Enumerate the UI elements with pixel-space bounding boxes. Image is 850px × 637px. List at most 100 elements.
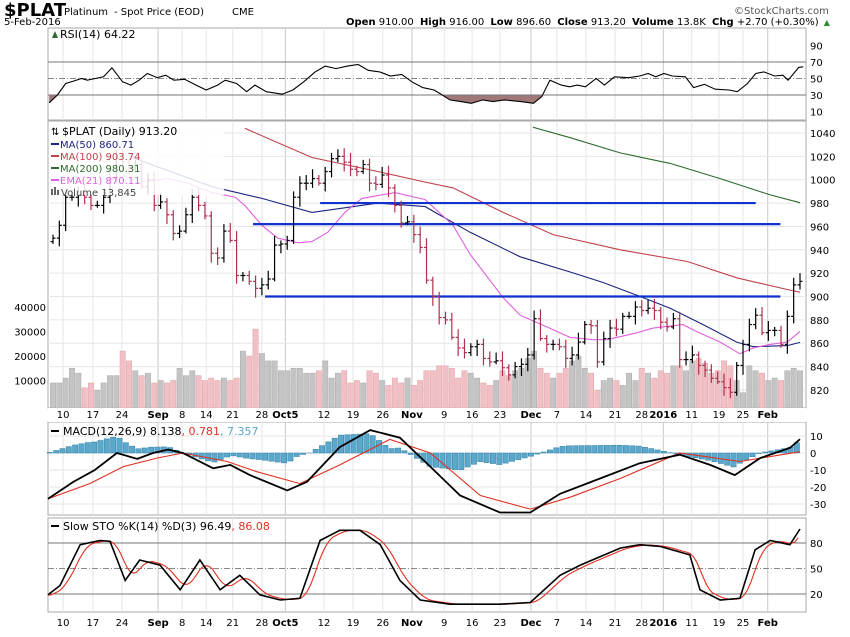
macd-histogram-bar bbox=[110, 437, 115, 453]
volume-bar bbox=[652, 378, 657, 408]
date-axis-label: Feb bbox=[758, 618, 778, 629]
macd-histogram-bar bbox=[497, 453, 502, 465]
volume-bar bbox=[335, 373, 340, 408]
macd-histogram-bar bbox=[351, 434, 356, 453]
date-axis-label: 21 bbox=[226, 410, 239, 421]
volume-bar bbox=[177, 368, 182, 408]
volume-bar bbox=[557, 373, 562, 408]
volume-bar bbox=[474, 378, 479, 408]
volume-bar bbox=[202, 381, 207, 409]
macd-histogram-bar bbox=[98, 440, 103, 453]
volume-bar bbox=[607, 378, 612, 408]
price-axis-label: 820 bbox=[810, 386, 829, 397]
date-axis-label: 19 bbox=[713, 618, 726, 629]
date-axis-label: 11 bbox=[685, 618, 698, 629]
macd-histogram-bar bbox=[281, 453, 286, 463]
copyright[interactable]: ©StockCharts.com bbox=[734, 6, 829, 17]
macd-histogram-bar bbox=[338, 435, 343, 453]
date-axis-label: 17 bbox=[87, 618, 100, 629]
macd-histogram-bar bbox=[649, 449, 654, 453]
volume-bar bbox=[550, 378, 555, 408]
macd-histogram-bar bbox=[490, 453, 495, 464]
macd-histogram-bar bbox=[402, 451, 407, 453]
volume-bar bbox=[740, 393, 745, 408]
high-label: High bbox=[420, 17, 446, 28]
volume-label: Volume bbox=[632, 17, 674, 28]
macd-histogram-bar bbox=[319, 446, 324, 453]
volume-bar bbox=[443, 366, 448, 408]
date-axis-label: 16 bbox=[466, 618, 479, 629]
date-axis-label: 28 bbox=[635, 618, 648, 629]
svg-text:MACD(12,26,9) 8.138, 0.781, 7.: MACD(12,26,9) 8.138, 0.781, 7.357 bbox=[63, 425, 259, 438]
volume-bar bbox=[253, 329, 258, 408]
macd-histogram-bar bbox=[123, 443, 128, 453]
volume-bar bbox=[82, 388, 87, 408]
volume-bar bbox=[69, 368, 74, 408]
date-axis-label: Sep bbox=[148, 618, 169, 629]
volume-bar bbox=[101, 383, 106, 408]
macd-histogram-bar bbox=[516, 453, 521, 460]
volume-bar bbox=[310, 373, 315, 408]
macd-legend: MACD(12,26,9) 8.138, 0.781, 7.357 bbox=[51, 425, 259, 438]
macd-axis-label: -10 bbox=[810, 466, 826, 477]
macd-histogram-bar bbox=[85, 443, 90, 453]
macd-histogram-bar bbox=[408, 453, 413, 455]
rsi-legend-text: RSI(14) 64.22 bbox=[60, 28, 135, 41]
macd-histogram-bar bbox=[262, 453, 267, 460]
date-axis-label: Oct5 bbox=[272, 410, 298, 421]
volume-bar bbox=[240, 351, 245, 408]
volume-bar bbox=[538, 368, 543, 408]
volume-bar bbox=[487, 385, 492, 408]
volume-bar bbox=[228, 381, 233, 409]
date-axis-label: 28 bbox=[256, 410, 269, 421]
volume-bar bbox=[304, 373, 309, 408]
volume-bar bbox=[171, 381, 176, 409]
macd-histogram-bar bbox=[744, 453, 749, 460]
volume-bar bbox=[418, 381, 423, 409]
volume-bar bbox=[778, 381, 783, 409]
date-axis-label: 21 bbox=[226, 618, 239, 629]
volume-bar bbox=[126, 361, 131, 408]
macd-histogram-bar bbox=[136, 449, 141, 453]
macd-legend-text: MACD(12,26,9) 8.138 bbox=[63, 425, 182, 438]
volume-bar bbox=[677, 366, 682, 408]
chart-date: 5-Feb-2016 bbox=[4, 17, 61, 28]
volume-bar bbox=[209, 378, 214, 408]
macd-histogram-bar bbox=[465, 453, 470, 467]
rsi-axis-label: 30 bbox=[810, 91, 823, 102]
volume-bar bbox=[645, 373, 650, 408]
date-axis-label: 21 bbox=[609, 618, 622, 629]
volume-bar bbox=[297, 368, 302, 408]
macd-histogram-bar bbox=[585, 446, 590, 453]
volume-bar bbox=[342, 371, 347, 408]
ma100-legend: MA(100) 903.74 bbox=[60, 152, 141, 163]
ma50-legend: MA(50) 860.71 bbox=[60, 140, 134, 151]
macd-histogram-bar bbox=[275, 453, 280, 462]
macd-histogram-bar bbox=[566, 446, 571, 453]
volume-bar bbox=[753, 371, 758, 408]
volume-bar bbox=[544, 373, 549, 408]
volume-bar bbox=[500, 371, 505, 408]
macd-histogram-bar bbox=[288, 453, 293, 461]
macd-histogram-bar bbox=[541, 452, 546, 453]
date-axis-label: 26 bbox=[376, 410, 389, 421]
date-axis-label: 19 bbox=[713, 410, 726, 421]
macd-histogram-bar bbox=[79, 444, 84, 453]
close-value: 913.20 bbox=[591, 17, 626, 28]
price-axis-label: 840 bbox=[810, 363, 829, 374]
volume-bar bbox=[215, 381, 220, 409]
rsi-axis-label: 90 bbox=[810, 42, 823, 53]
price-axis-label: 940 bbox=[810, 246, 829, 257]
volume-bar bbox=[114, 376, 119, 408]
volume-bar bbox=[272, 361, 277, 408]
volume-bar bbox=[791, 368, 796, 408]
volume-bar bbox=[481, 383, 486, 408]
macd-histogram-bar bbox=[617, 445, 622, 453]
volume-bar bbox=[88, 383, 93, 408]
macd-histogram-bar bbox=[91, 442, 96, 453]
date-axis-label: 9 bbox=[441, 618, 447, 629]
volume-value: 13.8K bbox=[677, 17, 706, 28]
volume-bar bbox=[569, 361, 574, 408]
date-axis-label: Oct5 bbox=[272, 618, 298, 629]
date-axis-label: 8 bbox=[179, 410, 185, 421]
